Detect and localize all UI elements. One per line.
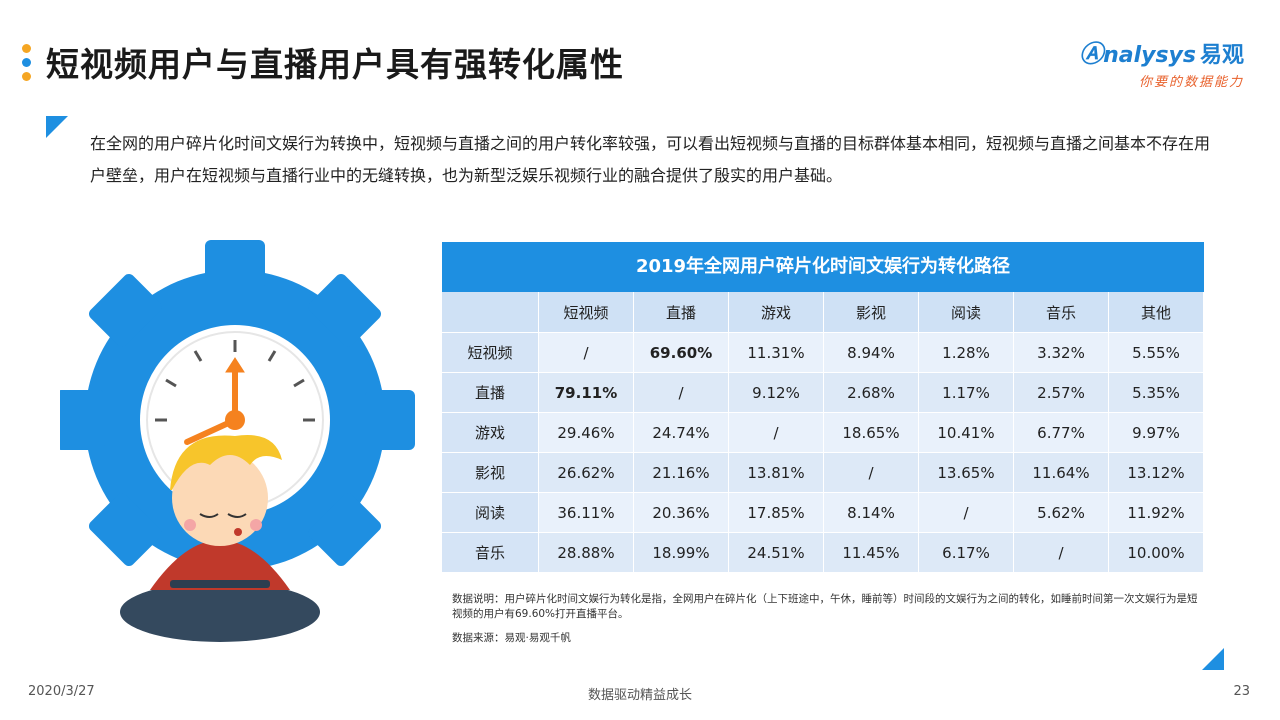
table-cell: 5.55% [1108, 332, 1204, 373]
table-cell: / [1013, 532, 1109, 573]
intro-paragraph: 在全网的用户碎片化时间文娱行为转换中，短视频与直播之间的用户转化率较强，可以看出… [90, 134, 1211, 185]
table-cell: 10.41% [918, 412, 1014, 453]
column-header [442, 292, 539, 333]
table-cell: 11.45% [823, 532, 919, 573]
table-cell: 3.32% [1013, 332, 1109, 373]
table-cell: 9.97% [1108, 412, 1204, 453]
brand-logo: Ⓐnalysys 易观 你要的数据能力 [1079, 34, 1244, 90]
title-dot-1 [22, 44, 31, 53]
table-row: 影视 26.62% 21.16% 13.81% / 13.65% 11.64% … [442, 452, 1204, 493]
row-header: 音乐 [442, 532, 539, 573]
table-title: 2019年全网用户碎片化时间文娱行为转化路径 [442, 242, 1204, 292]
table-cell: 10.00% [1108, 532, 1204, 573]
conversion-table: 2019年全网用户碎片化时间文娱行为转化路径 短视频 直播 游戏 影视 阅读 音… [442, 242, 1204, 573]
table-cell: 6.17% [918, 532, 1014, 573]
table-cell: 11.64% [1013, 452, 1109, 493]
table-cell: 36.11% [538, 492, 634, 533]
logo-tagline: 你要的数据能力 [1138, 75, 1244, 90]
table-cell: 13.65% [918, 452, 1014, 493]
table-cell: 29.46% [538, 412, 634, 453]
table-cell: 28.88% [538, 532, 634, 573]
table-cell: 8.94% [823, 332, 919, 373]
footer-slogan: 数据驱动精益成长 [587, 688, 692, 703]
table-cell: 13.12% [1108, 452, 1204, 493]
table-cell: 5.62% [1013, 492, 1109, 533]
column-header: 游戏 [728, 292, 824, 333]
row-header: 直播 [442, 372, 539, 413]
person-icon [120, 435, 320, 642]
table-row: 短视频 / 69.60% 11.31% 8.94% 1.28% 3.32% 5.… [442, 332, 1204, 373]
row-header: 短视频 [442, 332, 539, 373]
table-cell: / [918, 492, 1014, 533]
data-source: 数据来源：易观·易观千帆 [452, 632, 571, 644]
row-header: 影视 [442, 452, 539, 493]
table-cell: 24.51% [728, 532, 824, 573]
table-cell: 2.57% [1013, 372, 1109, 413]
table-cell-highlight: 79.11% [538, 372, 634, 413]
table-cell: / [633, 372, 729, 413]
table-cell: 13.81% [728, 452, 824, 493]
column-header: 其他 [1108, 292, 1204, 333]
table-cell: 18.99% [633, 532, 729, 573]
column-header: 音乐 [1013, 292, 1109, 333]
table-cell: 1.28% [918, 332, 1014, 373]
table-cell: 17.85% [728, 492, 824, 533]
table-cell: 24.74% [633, 412, 729, 453]
title-dot-3 [22, 72, 31, 81]
table-cell: 18.65% [823, 412, 919, 453]
table-row: 直播 79.11% / 9.12% 2.68% 1.17% 2.57% 5.35… [442, 372, 1204, 413]
data-explanation: 数据说明：用户碎片化时间文娱行为转化是指，全网用户在碎片化（上下班途中，午休，睡… [452, 593, 1198, 620]
table-row: 阅读 36.11% 20.36% 17.85% 8.14% / 5.62% 11… [442, 492, 1204, 533]
table-cell: / [728, 412, 824, 453]
column-header: 影视 [823, 292, 919, 333]
table-cell: 9.12% [728, 372, 824, 413]
table-row: 音乐 28.88% 18.99% 24.51% 11.45% 6.17% / 1… [442, 532, 1204, 573]
table-cell: 5.35% [1108, 372, 1204, 413]
table-cell: 20.36% [633, 492, 729, 533]
table-cell: 1.17% [918, 372, 1014, 413]
table-cell: / [538, 332, 634, 373]
table-cell: / [823, 452, 919, 493]
table-cell: 11.31% [728, 332, 824, 373]
title-dot-2 [22, 58, 31, 67]
footer-date: 2020/3/27 [28, 684, 95, 699]
table-cell: 26.62% [538, 452, 634, 493]
column-header: 阅读 [918, 292, 1014, 333]
corner-accent-top-left [46, 116, 68, 138]
column-header: 短视频 [538, 292, 634, 333]
clock-hands-icon [184, 357, 245, 445]
table-cell: 8.14% [823, 492, 919, 533]
row-header: 阅读 [442, 492, 539, 533]
title-dots [22, 44, 32, 86]
row-header: 游戏 [442, 412, 539, 453]
page-title: 短视频用户与直播用户具有强转化属性 [46, 45, 624, 84]
page-number: 23 [1233, 684, 1250, 699]
table-cell: 6.77% [1013, 412, 1109, 453]
logo-wordmark: Ⓐnalysys 易观 [1079, 40, 1244, 68]
gear-clock-person-illustration [60, 240, 415, 642]
conversion-matrix: 短视频 直播 游戏 影视 阅读 音乐 其他 短视频 / 69.60% 11.31… [442, 292, 1204, 573]
table-cell-highlight: 69.60% [633, 332, 729, 373]
table-row: 游戏 29.46% 24.74% / 18.65% 10.41% 6.77% 9… [442, 412, 1204, 453]
table-header-row: 短视频 直播 游戏 影视 阅读 音乐 其他 [442, 292, 1204, 333]
corner-accent-bottom-right [1202, 648, 1224, 670]
table-cell: 21.16% [633, 452, 729, 493]
table-cell: 2.68% [823, 372, 919, 413]
table-cell: 11.92% [1108, 492, 1204, 533]
column-header: 直播 [633, 292, 729, 333]
